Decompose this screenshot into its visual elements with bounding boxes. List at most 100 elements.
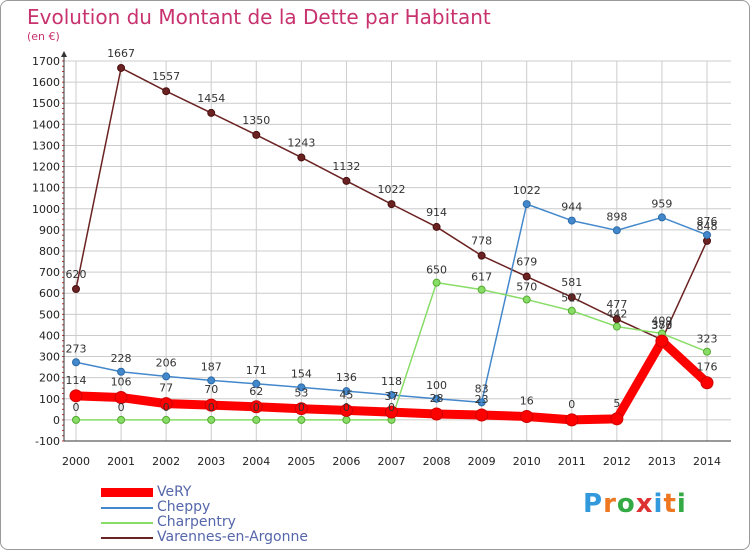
- y-tick-label: 1300: [32, 139, 60, 152]
- data-label-varennes-en-argonne: 1350: [242, 114, 270, 127]
- point-very: [159, 397, 173, 411]
- data-label-varennes-en-argonne: 620: [66, 268, 87, 281]
- y-tick-label: -100: [35, 435, 60, 448]
- data-label-charpentry: 0: [208, 401, 215, 414]
- x-tick-label: 2005: [287, 455, 315, 468]
- data-label-very: 5: [613, 397, 620, 410]
- data-label-cheppy: 100: [426, 379, 447, 392]
- point-very: [204, 398, 218, 412]
- point-very: [565, 413, 579, 427]
- data-label-very: 77: [159, 382, 173, 395]
- x-tick-label: 2010: [513, 455, 541, 468]
- data-label-varennes-en-argonne: 581: [561, 276, 582, 289]
- data-label-varennes-en-argonne: 380: [651, 319, 672, 332]
- data-label-very: 16: [520, 395, 534, 408]
- y-tick-label: 900: [39, 224, 60, 237]
- x-tick-label: 2007: [378, 455, 406, 468]
- data-label-very: 53: [294, 387, 308, 400]
- data-label-cheppy: 154: [291, 367, 312, 380]
- logo-letter: P: [583, 489, 604, 519]
- x-tick-label: 2009: [468, 455, 496, 468]
- legend-swatch-very: [101, 488, 153, 497]
- data-label-cheppy: 1022: [513, 184, 541, 197]
- point-varennes-en-argonne: [162, 87, 171, 96]
- proxiti-logo: Proxiti: [583, 489, 687, 519]
- point-charpentry: [162, 415, 171, 424]
- data-label-charpentry: 570: [516, 281, 537, 294]
- point-charpentry: [207, 415, 216, 424]
- point-very: [475, 408, 489, 422]
- data-label-cheppy: 136: [336, 371, 357, 384]
- y-tick-label: 1100: [32, 182, 60, 195]
- point-very: [385, 405, 398, 419]
- y-tick-label: 800: [39, 245, 60, 258]
- y-axis-unit: (en €): [27, 30, 60, 43]
- y-tick-label: 1400: [32, 118, 60, 131]
- point-charpentry: [703, 347, 711, 356]
- y-tick-label: 700: [39, 266, 60, 279]
- data-label-charpentry: 0: [73, 401, 80, 414]
- y-axis-arrow: [61, 51, 67, 57]
- chart-title: Evolution du Montant de la Dette par Hab…: [27, 5, 491, 29]
- data-label-charpentry: 650: [426, 264, 447, 277]
- point-charpentry: [252, 415, 261, 424]
- logo-letter: x: [635, 489, 654, 519]
- y-tick-label: 1700: [32, 55, 60, 68]
- data-label-cheppy: 83: [475, 382, 489, 395]
- data-label-cheppy: 944: [561, 201, 582, 214]
- point-cheppy: [162, 372, 171, 381]
- data-label-charpentry: 0: [118, 401, 125, 414]
- point-charpentry: [117, 415, 126, 424]
- data-label-very: 45: [339, 388, 353, 401]
- y-tick-label: 100: [39, 393, 60, 406]
- legend-label-varennes: Varennes-en-Argonne: [157, 529, 308, 545]
- legend-swatch-varennes: [101, 537, 153, 539]
- logo-letter: i: [653, 489, 664, 519]
- point-cheppy: [207, 376, 216, 385]
- y-tick-label: 1500: [32, 97, 60, 110]
- point-charpentry: [432, 278, 441, 287]
- point-varennes-en-argonne: [72, 285, 80, 293]
- point-cheppy: [432, 394, 441, 403]
- point-varennes-en-argonne: [297, 153, 306, 162]
- x-tick-label: 2002: [152, 455, 180, 468]
- point-cheppy: [703, 230, 711, 239]
- data-label-cheppy: 118: [381, 375, 402, 388]
- point-very: [610, 412, 624, 426]
- point-charpentry: [567, 306, 576, 315]
- data-label-very: 28: [430, 392, 444, 405]
- point-cheppy: [657, 213, 666, 222]
- data-label-very: 114: [66, 374, 87, 387]
- series-group: [69, 63, 714, 427]
- data-label-very: 37: [385, 390, 399, 403]
- x-tick-label: 2003: [197, 455, 225, 468]
- data-label-varennes-en-argonne: 477: [606, 298, 627, 311]
- x-tick-label: 2004: [242, 455, 270, 468]
- x-tick-label: 2013: [648, 455, 676, 468]
- point-very: [655, 334, 669, 348]
- data-label-very: 23: [475, 393, 489, 406]
- x-tick-label: 2006: [332, 455, 360, 468]
- y-tick-label: 600: [39, 287, 60, 300]
- legend-swatch-cheppy: [101, 507, 153, 509]
- data-label-varennes-en-argonne: 679: [516, 256, 537, 269]
- point-cheppy: [252, 379, 261, 388]
- point-varennes-en-argonne: [477, 251, 486, 260]
- point-charpentry: [522, 295, 531, 304]
- data-label-very: 373: [651, 319, 672, 332]
- point-varennes-en-argonne: [387, 200, 396, 209]
- data-label-cheppy: 228: [111, 352, 132, 365]
- point-cheppy: [72, 358, 80, 367]
- point-charpentry: [72, 415, 80, 424]
- point-very: [700, 376, 714, 390]
- data-label-varennes-en-argonne: 778: [471, 235, 492, 248]
- data-label-cheppy: 273: [66, 342, 87, 355]
- legend-label-charpentry: Charpentry: [157, 514, 236, 530]
- logo-letter: t: [663, 489, 677, 519]
- point-cheppy: [567, 216, 576, 225]
- point-cheppy: [297, 383, 306, 392]
- data-label-charpentry: 0: [298, 401, 305, 414]
- legend-swatch-charpentry: [101, 522, 153, 524]
- data-label-charpentry: 517: [561, 292, 582, 305]
